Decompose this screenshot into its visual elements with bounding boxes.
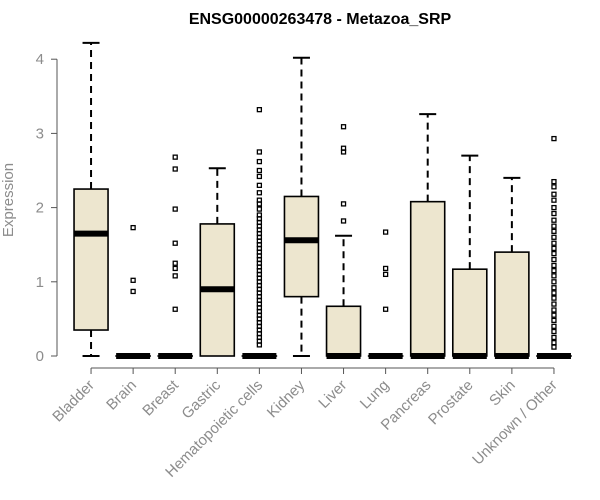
outlier-point [256, 342, 263, 348]
box-rect [494, 251, 530, 357]
outlier-point [551, 307, 557, 313]
outlier-point [551, 245, 557, 252]
outlier-point [551, 184, 557, 190]
box-group [409, 113, 446, 359]
y-tick-label: 1 [36, 274, 44, 291]
outlier-point [130, 224, 136, 231]
outlier-point [551, 339, 557, 346]
x-tick-label: Prostate [425, 377, 477, 429]
outlier-point [551, 262, 557, 269]
outlier-point [551, 312, 557, 318]
chart-title: ENSG00000263478 - Metazoa_SRP [189, 11, 452, 28]
outlier-point [130, 277, 136, 283]
outlier-point [172, 260, 178, 266]
outlier-point [551, 295, 557, 301]
outlier-point [382, 265, 389, 272]
box-group [157, 154, 194, 359]
outlier-point [382, 306, 389, 312]
box-rect [409, 200, 446, 357]
outlier-point [551, 328, 557, 335]
outlier-point [172, 306, 178, 312]
outlier-point [340, 201, 347, 207]
outlier-point [551, 290, 557, 296]
outlier-point [551, 228, 557, 234]
box-group [199, 167, 236, 357]
outlier-point [172, 265, 178, 272]
y-tick-label: 4 [36, 51, 44, 68]
outlier-point [551, 334, 557, 341]
outlier-point [551, 210, 557, 217]
outlier-point [551, 344, 557, 350]
box-rect [451, 268, 488, 357]
outlier-point [256, 173, 263, 180]
outlier-point [551, 197, 557, 203]
outlier-point [256, 107, 263, 113]
outlier-point [130, 288, 136, 295]
box-group [241, 107, 278, 359]
box-rect [73, 188, 109, 331]
box-group [367, 229, 404, 359]
y-tick-label: 3 [36, 125, 44, 142]
y-axis: 0 1 2 3 4 [36, 51, 58, 365]
outlier-point [551, 268, 557, 274]
outlier-point [172, 166, 178, 172]
outlier-point [551, 135, 557, 142]
outlier-point [256, 206, 263, 212]
outlier-point [551, 279, 557, 285]
outlier-point [172, 240, 178, 246]
outlier-point [551, 178, 557, 185]
box-group [325, 124, 362, 359]
outlier-point [551, 301, 557, 307]
x-tick-label: Brain [103, 377, 140, 414]
outlier-point [551, 323, 557, 329]
outlier-point [172, 154, 178, 160]
outlier-point [551, 317, 557, 324]
outlier-point [256, 158, 263, 165]
outlier-point [551, 191, 557, 197]
outlier-point [382, 229, 389, 235]
box-group [451, 154, 488, 359]
outlier-point [256, 149, 263, 155]
outlier-point [551, 234, 557, 240]
y-axis-label: Expression [0, 163, 17, 237]
x-tick-label: Liver [315, 377, 350, 412]
outlier-point [382, 271, 389, 278]
outlier-point [551, 250, 557, 257]
outlier-point [256, 201, 263, 207]
box-group [73, 41, 109, 357]
x-tick-label: Kidney [264, 376, 309, 421]
box-group [283, 56, 320, 357]
outlier-point [551, 217, 557, 223]
outlier-point [551, 256, 557, 263]
outlier-point [172, 206, 178, 212]
y-tick-label: 0 [36, 348, 44, 365]
box-group [536, 135, 572, 359]
outlier-point [551, 223, 557, 229]
outlier-point [256, 182, 263, 188]
outlier-point [340, 124, 347, 130]
box-rect [325, 305, 362, 357]
outlier-point [256, 190, 263, 196]
x-tick-label: Breast [139, 376, 182, 419]
box-group [115, 224, 151, 359]
box-group [494, 176, 530, 359]
boxes-group [73, 41, 572, 359]
outlier-point [551, 273, 557, 279]
outlier-point [551, 285, 557, 291]
outlier-point [340, 218, 347, 224]
box-rect [283, 195, 320, 298]
outlier-point [340, 149, 347, 155]
outlier-point [551, 204, 557, 211]
outlier-point [256, 167, 263, 174]
outlier-point [172, 273, 178, 279]
x-tick-label: Skin [486, 377, 519, 410]
outlier-point [551, 240, 557, 246]
x-tick-label: Bladder [49, 377, 98, 426]
x-tick-label: Lung [357, 377, 393, 413]
y-tick-label: 2 [36, 200, 44, 217]
